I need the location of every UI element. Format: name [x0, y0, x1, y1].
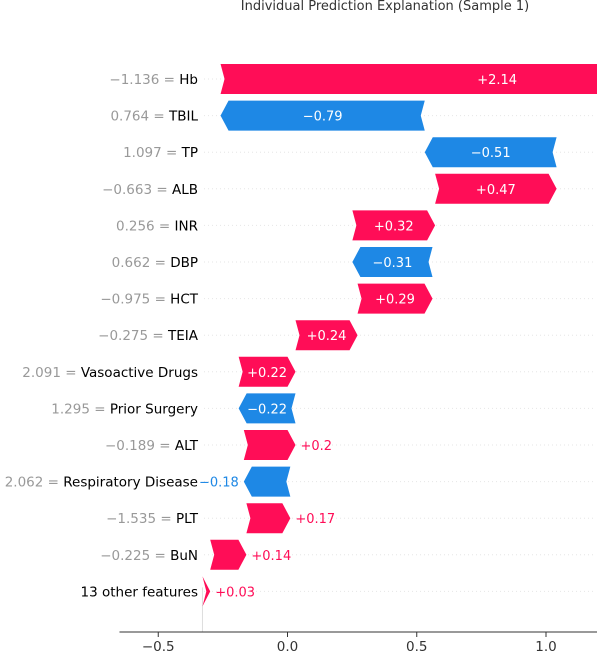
feature-label: 0.256 = INR: [116, 218, 198, 234]
feature-name: Respiratory Disease: [63, 475, 198, 491]
waterfall-bar-vasoactive-drugs: [238, 356, 296, 387]
feature-name: HCT: [170, 292, 199, 308]
x-tick-label: 1.0: [535, 639, 556, 651]
feature-label: −0.975 = HCT: [100, 292, 198, 308]
feature-label: 1.097 = TP: [123, 145, 198, 161]
waterfall-bar-prior-surgery: [238, 393, 296, 424]
feature-name: TP: [181, 145, 198, 161]
waterfall-bar-dbp: [352, 247, 433, 277]
feature-value: 2.091 =: [22, 365, 81, 381]
shap-value-label: −0.18: [199, 476, 239, 491]
feature-label: 2.091 = Vasoactive Drugs: [22, 365, 198, 381]
shap-value-label: +0.17: [295, 512, 335, 527]
x-tick-label: −0.5: [142, 639, 175, 651]
feature-name: TEIA: [167, 328, 199, 344]
feature-value: −0.975 =: [100, 292, 170, 308]
feature-label: −0.663 = ALB: [102, 182, 198, 198]
feature-value: 1.295 =: [51, 401, 110, 417]
feature-label: −1.136 = Hb: [109, 72, 198, 88]
shap-value-label: +2.14: [477, 73, 517, 88]
feature-label: 0.764 = TBIL: [110, 109, 198, 125]
waterfall-bar-tp: [424, 137, 557, 168]
shap-value-label: +0.32: [374, 219, 414, 234]
feature-name: BuN: [170, 548, 198, 564]
waterfall-rows: −1.136 = Hb +2.14 0.764 = TBIL −0.79 1.097 =…: [5, 64, 597, 632]
feature-value: −0.189 =: [105, 438, 175, 454]
shap-value-label: +0.47: [476, 183, 516, 198]
waterfall-bar-bun: [210, 539, 247, 570]
shap-value-label: −0.51: [471, 146, 511, 161]
feature-value: −0.225 =: [100, 548, 170, 564]
feature-value: 0.256 =: [116, 218, 175, 234]
shap-value-label: −0.79: [303, 110, 343, 125]
feature-name: Vasoactive Drugs: [81, 365, 198, 381]
shap-value-label: +0.22: [247, 366, 287, 381]
chart-title: Individual Prediction Explanation (Sampl…: [241, 0, 529, 14]
feature-label: −0.225 = BuN: [100, 548, 198, 564]
x-axis: −0.50.00.51.01.52.0: [119, 631, 597, 651]
feature-name: TBIL: [168, 109, 198, 125]
waterfall-bar-hct: [357, 283, 433, 314]
feature-value: 2.062 =: [5, 475, 64, 491]
feature-name: ALB: [172, 182, 198, 198]
waterfall-bar-alb: [435, 173, 557, 204]
feature-label: −0.189 = ALT: [105, 438, 199, 454]
feature-name: Prior Surgery: [110, 401, 198, 417]
feature-label: −1.535 = PLT: [106, 511, 199, 527]
feature-name: Hb: [179, 72, 198, 88]
feature-value: 0.764 =: [110, 109, 169, 125]
feature-label: −0.275 = TEIA: [98, 328, 199, 344]
feature-name: INR: [175, 218, 198, 234]
waterfall-bar-inr: [352, 210, 436, 241]
feature-name: DBP: [170, 255, 198, 271]
waterfall-bar-respiratory-disease: [243, 466, 291, 497]
feature-label: 13 other features: [81, 584, 199, 600]
feature-value: 0.662 =: [112, 255, 171, 271]
shap-value-label: +0.29: [375, 293, 415, 308]
shap-value-label: +0.14: [251, 549, 291, 564]
shap-value-label: −0.22: [247, 402, 287, 417]
feature-label: 1.295 = Prior Surgery: [51, 401, 198, 417]
feature-name: 13 other features: [81, 584, 199, 600]
x-tick-label: 0.5: [406, 639, 427, 651]
waterfall-bar-tbil: [220, 100, 425, 131]
feature-value: −1.535 =: [106, 511, 176, 527]
waterfall-bar-13-other-features: [202, 576, 211, 607]
feature-label: 0.662 = DBP: [112, 255, 198, 271]
feature-label: 2.062 = Respiratory Disease: [5, 475, 198, 491]
shap-value-label: −0.31: [373, 256, 413, 271]
feature-name: ALT: [175, 438, 199, 454]
feature-value: −0.663 =: [102, 182, 172, 198]
waterfall-bar-hb: [220, 64, 597, 94]
shap-value-label: +0.03: [215, 585, 255, 600]
x-tick-label: 0.0: [277, 639, 298, 651]
shap-value-label: +0.24: [307, 329, 347, 344]
feature-value: −0.275 =: [98, 328, 168, 344]
feature-value: −1.136 =: [109, 72, 179, 88]
feature-name: PLT: [176, 511, 199, 527]
waterfall-bar-alt: [243, 430, 296, 460]
feature-value: 1.097 =: [123, 145, 182, 161]
waterfall-bar-plt: [246, 503, 291, 534]
shap-value-label: +0.2: [301, 439, 333, 454]
waterfall-bar-teia: [295, 320, 358, 351]
